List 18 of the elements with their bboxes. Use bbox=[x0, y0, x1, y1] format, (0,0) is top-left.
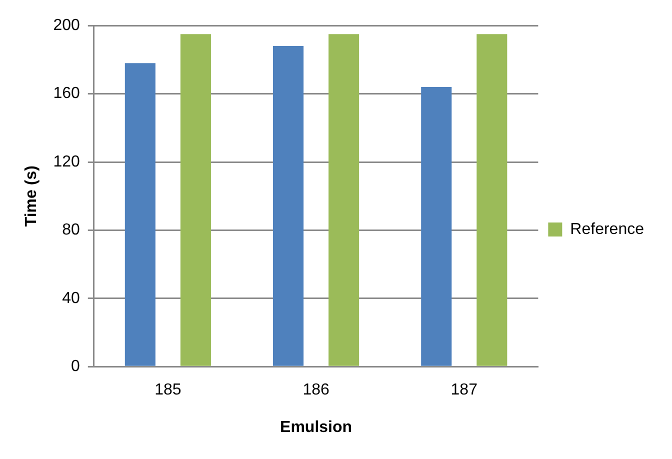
y-tick-label: 160 bbox=[53, 85, 80, 102]
bar bbox=[476, 34, 508, 366]
legend-label: Reference bbox=[570, 220, 644, 238]
x-tick-label: 187 bbox=[450, 382, 478, 399]
bar bbox=[273, 46, 304, 366]
y-tick-label: 120 bbox=[53, 153, 80, 170]
bar bbox=[180, 34, 211, 366]
y-tick-label: 200 bbox=[53, 17, 80, 34]
y-axis-title: Time (s) bbox=[23, 166, 40, 227]
bar bbox=[421, 86, 452, 366]
x-tick-label: 186 bbox=[302, 382, 330, 399]
y-tick-label: 0 bbox=[70, 358, 80, 376]
y-tick-label: 40 bbox=[62, 290, 80, 307]
bar bbox=[328, 34, 360, 366]
x-tick-label: 185 bbox=[154, 382, 182, 399]
bar bbox=[124, 63, 156, 366]
x-axis-title: Emulsion bbox=[280, 418, 352, 436]
y-tick-label: 80 bbox=[62, 222, 80, 239]
